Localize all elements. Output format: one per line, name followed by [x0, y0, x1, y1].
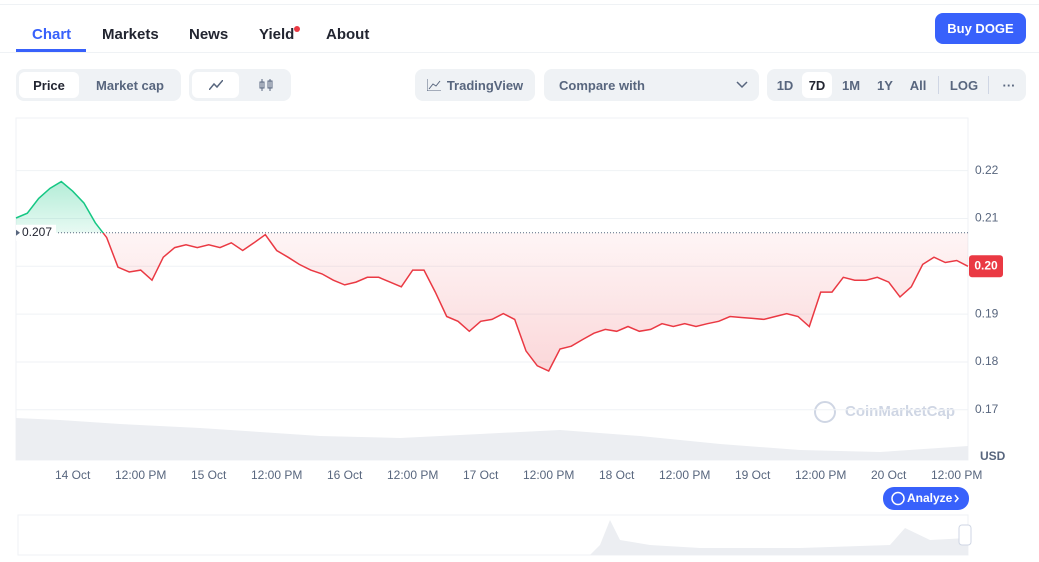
log-option[interactable]: LOG	[949, 77, 979, 93]
metric-option[interactable]: Market cap	[96, 77, 164, 93]
badge-dot	[294, 26, 300, 32]
compare-dropdown[interactable]: Compare with	[544, 69, 759, 101]
current-price-box	[969, 255, 1003, 278]
range-option[interactable]: All	[909, 77, 927, 93]
tab[interactable]: Chart	[32, 26, 72, 43]
range-option[interactable]: 1M	[841, 77, 861, 93]
candle-icon[interactable]	[242, 72, 289, 98]
y-tick-label: 0.21	[975, 211, 999, 225]
x-tick-label: 12:00 PM	[795, 468, 846, 482]
x-tick-label: 15 Oct	[191, 468, 227, 482]
x-tick-label: 12:00 PM	[387, 468, 438, 482]
x-tick-label: 12:00 PM	[523, 468, 574, 482]
more-option[interactable]: ···	[1002, 77, 1016, 93]
analyze-button[interactable]: Analyze	[883, 487, 969, 510]
analyze-bg	[883, 487, 969, 510]
compare-label: Compare with	[559, 77, 645, 93]
range-option[interactable]: 7D	[802, 72, 832, 98]
range-option[interactable]: 1Y	[877, 77, 893, 93]
tab-underline	[16, 49, 86, 52]
tab[interactable]: About	[326, 26, 370, 43]
baseline-label: 0.207	[22, 225, 52, 239]
analyze-chevron	[954, 494, 959, 503]
top-border	[0, 4, 1039, 5]
baseline-arrow	[16, 229, 20, 236]
analyze-icon	[891, 491, 905, 506]
tradingview-label: TradingView	[446, 77, 524, 93]
metric-option[interactable]: Price	[19, 72, 79, 98]
x-tick-label: 19 Oct	[735, 468, 771, 482]
price-area	[16, 181, 968, 371]
y-tick-label: 0.18	[975, 354, 999, 368]
baseline-label-bg	[16, 224, 56, 241]
analyze-label: Analyze	[907, 491, 953, 505]
x-tick-label: 12:00 PM	[931, 468, 982, 482]
separator	[938, 76, 939, 94]
tab[interactable]: Markets	[102, 26, 159, 43]
buy-button[interactable]: Buy DOGE	[935, 13, 1026, 44]
y-tick-label: 0.17	[975, 402, 999, 416]
unit-label: USD	[980, 449, 1006, 463]
separator	[988, 76, 989, 94]
navigator-area	[590, 520, 968, 555]
x-tick-label: 12:00 PM	[659, 468, 710, 482]
watermark-text: CoinMarketCap	[845, 403, 955, 420]
x-tick-label: 20 Oct	[871, 468, 907, 482]
line-icon[interactable]	[192, 72, 239, 98]
price-line	[15, 180, 969, 372]
y-tick-label: 0.19	[975, 306, 999, 320]
x-tick-label: 16 Oct	[327, 468, 363, 482]
x-tick-label: 12:00 PM	[115, 468, 166, 482]
range-option[interactable]: 1D	[776, 77, 794, 93]
y-tick-label: 0.22	[975, 163, 999, 177]
tradingview-button[interactable]: TradingView	[415, 69, 535, 101]
volume-area	[16, 418, 968, 460]
tab[interactable]: News	[189, 26, 229, 43]
x-tick-label: 17 Oct	[463, 468, 499, 482]
x-tick-label: 18 Oct	[599, 468, 635, 482]
divider	[0, 52, 1039, 53]
x-tick-label: 14 Oct	[55, 468, 91, 482]
x-tick-label: 12:00 PM	[251, 468, 302, 482]
tab[interactable]: Yield	[259, 26, 295, 43]
watermark: CoinMarketCap	[814, 401, 955, 423]
current-price-label: 0.20	[974, 258, 998, 272]
navigator-handle[interactable]	[958, 524, 972, 546]
